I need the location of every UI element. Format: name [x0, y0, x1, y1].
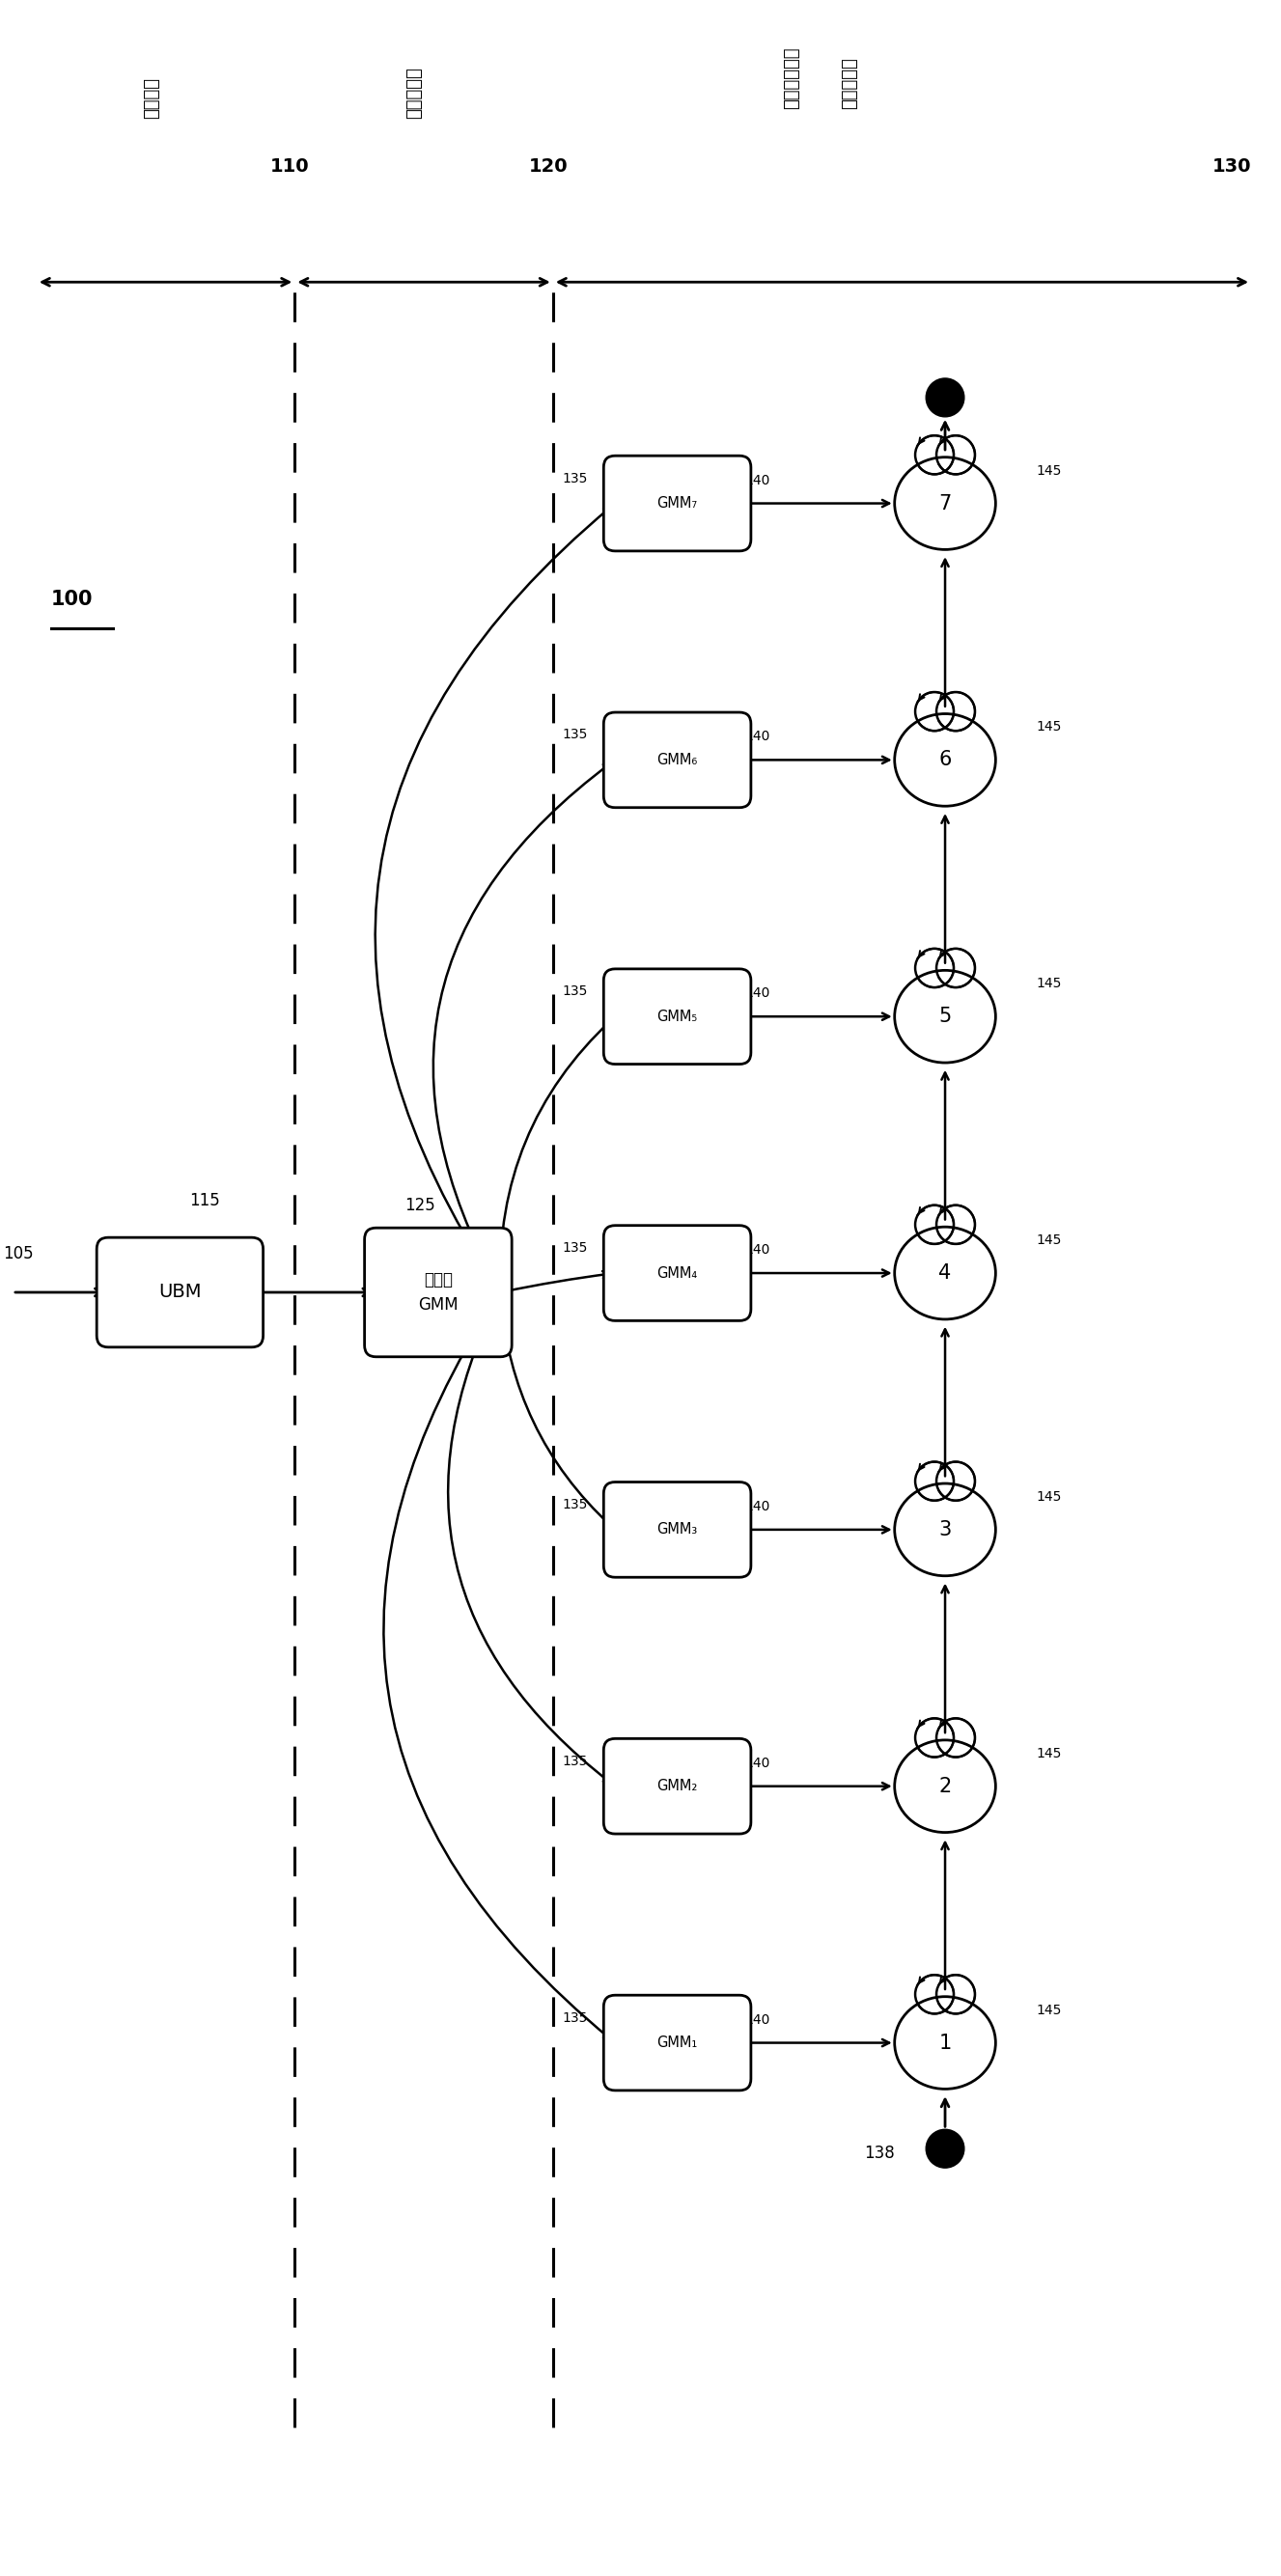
Text: 135: 135 — [562, 1497, 588, 1512]
Text: GMM₇: GMM₇ — [657, 497, 698, 510]
Text: 105: 105 — [3, 1244, 33, 1262]
Text: GMM₁: GMM₁ — [657, 2035, 698, 2050]
Text: 140: 140 — [744, 987, 770, 999]
Text: 135: 135 — [562, 471, 588, 484]
Circle shape — [926, 2130, 965, 2169]
Text: 135: 135 — [562, 1242, 588, 1255]
Text: GMM₂: GMM₂ — [657, 1780, 698, 1793]
Text: 140: 140 — [744, 1244, 770, 1257]
Text: 140: 140 — [744, 1757, 770, 1770]
Text: 4: 4 — [939, 1262, 952, 1283]
Text: 145: 145 — [1036, 1747, 1062, 1759]
Text: 2: 2 — [939, 1777, 952, 1795]
Text: 145: 145 — [1036, 1489, 1062, 1504]
Text: GMM₄: GMM₄ — [657, 1265, 698, 1280]
Text: 100: 100 — [51, 590, 92, 611]
Text: 6: 6 — [939, 750, 952, 770]
Text: 145: 145 — [1036, 976, 1062, 992]
Text: 145: 145 — [1036, 1234, 1062, 1247]
Text: GMM₆: GMM₆ — [657, 752, 698, 768]
Text: UBM: UBM — [159, 1283, 201, 1301]
Text: 140: 140 — [744, 474, 770, 487]
Text: 135: 135 — [562, 2012, 588, 2025]
Text: 1: 1 — [939, 2032, 952, 2053]
Text: 135: 135 — [562, 729, 588, 742]
Text: 3: 3 — [939, 1520, 952, 1540]
Text: 115: 115 — [190, 1193, 220, 1211]
Text: 140: 140 — [744, 1499, 770, 1512]
Text: 说话者模型: 说话者模型 — [840, 57, 858, 108]
Text: 与文本相关的: 与文本相关的 — [784, 46, 801, 108]
Text: 130: 130 — [1213, 157, 1252, 175]
Text: 145: 145 — [1036, 721, 1062, 734]
Text: 140: 140 — [744, 729, 770, 744]
FancyBboxPatch shape — [96, 1236, 263, 1347]
FancyBboxPatch shape — [603, 1739, 751, 1834]
Text: 110: 110 — [270, 157, 310, 175]
Text: 125: 125 — [405, 1198, 436, 1213]
FancyBboxPatch shape — [365, 1229, 512, 1358]
Text: 140: 140 — [744, 2012, 770, 2027]
Text: 138: 138 — [863, 2146, 894, 2161]
Text: 背景模型: 背景模型 — [142, 77, 160, 118]
FancyBboxPatch shape — [603, 1481, 751, 1577]
Text: 120: 120 — [529, 157, 567, 175]
Circle shape — [926, 379, 965, 417]
Text: GMM: GMM — [418, 1296, 459, 1314]
Text: 7: 7 — [939, 495, 952, 513]
FancyBboxPatch shape — [603, 969, 751, 1064]
Text: GMM₅: GMM₅ — [657, 1010, 698, 1023]
Text: 135: 135 — [562, 984, 588, 999]
FancyBboxPatch shape — [603, 1226, 751, 1321]
Text: 说话者模型: 说话者模型 — [406, 67, 423, 118]
Text: 145: 145 — [1036, 2004, 1062, 2017]
Text: 145: 145 — [1036, 464, 1062, 477]
FancyBboxPatch shape — [603, 714, 751, 806]
Text: 5: 5 — [939, 1007, 952, 1025]
Text: 135: 135 — [562, 1754, 588, 1767]
Text: 说话者: 说话者 — [424, 1270, 452, 1288]
Text: GMM₃: GMM₃ — [657, 1522, 698, 1538]
FancyBboxPatch shape — [603, 456, 751, 551]
FancyBboxPatch shape — [603, 1996, 751, 2092]
